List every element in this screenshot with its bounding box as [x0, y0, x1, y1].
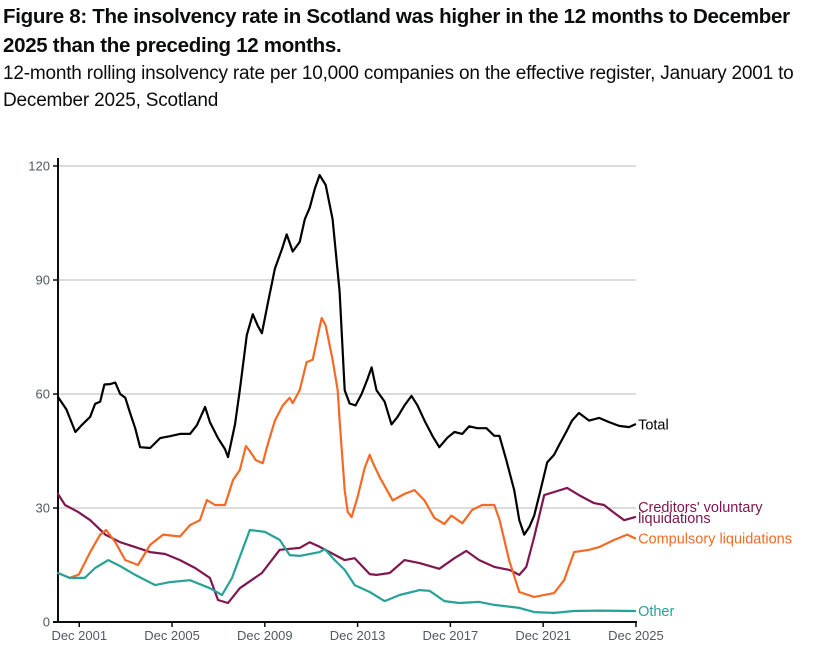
x-tick-label: Dec 2001	[51, 628, 107, 643]
x-tick-label: Dec 2013	[330, 628, 386, 643]
series-lines	[56, 174, 637, 614]
y-tick-label: 60	[36, 387, 50, 402]
y-tick-label: 30	[36, 501, 50, 516]
series-line-creditors-voluntary-liquidations	[56, 486, 637, 605]
x-tick-label: Dec 2005	[144, 628, 200, 643]
series-label-creditors-voluntary-liquidations: Creditors' voluntary	[638, 500, 763, 516]
y-tick-label: 90	[36, 273, 50, 288]
series-line-compulsory-liquidations	[56, 316, 637, 598]
chart-subtitle: 12-month rolling insolvency rate per 10,…	[3, 63, 794, 111]
series-label-creditors-voluntary-liquidations: liquidations	[638, 511, 711, 527]
series-label-compulsory-liquidations: Compulsory liquidations	[638, 531, 792, 547]
x-tick-label: Dec 2025	[608, 628, 664, 643]
x-tick-label: Dec 2021	[515, 628, 571, 643]
x-tick-label: Dec 2009	[237, 628, 293, 643]
y-tick-label: 0	[43, 615, 50, 630]
series-line-other	[56, 528, 637, 614]
series-label-other: Other	[638, 604, 674, 620]
x-tick-label: Dec 2017	[423, 628, 479, 643]
axes: 0 30 60 90 120 Dec 2001 Dec 2005 Dec 2009 Dec 20…	[28, 158, 664, 643]
gridlines	[58, 165, 636, 509]
chart-title: Figure 8: The insolvency rate in Scotlan…	[3, 5, 790, 57]
series-label-total: Total	[638, 417, 669, 433]
series-line-total	[56, 174, 637, 536]
y-tick-label: 120	[28, 159, 50, 174]
